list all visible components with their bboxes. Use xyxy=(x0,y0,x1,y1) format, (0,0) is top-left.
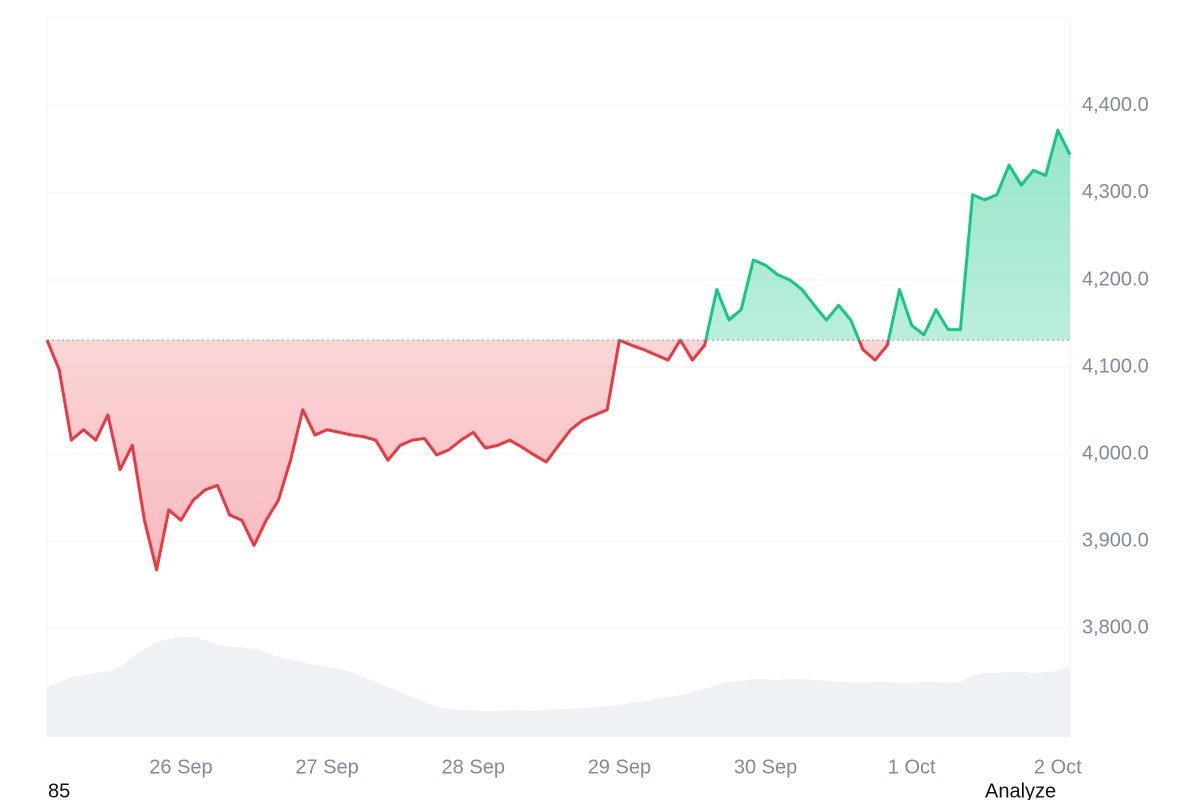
y-tick-label: 4,400.0 xyxy=(1082,94,1149,116)
area-down xyxy=(47,340,889,570)
x-tick-label: 30 Sep xyxy=(734,756,797,778)
x-tick-label: 1 Oct xyxy=(888,756,936,778)
y-tick-label: 4,300.0 xyxy=(1082,181,1149,203)
y-tick-label: 4,100.0 xyxy=(1082,355,1149,377)
volume-area xyxy=(47,637,1070,737)
y-tick-label: 4,000.0 xyxy=(1082,442,1149,464)
x-tick-label: 29 Sep xyxy=(588,756,651,778)
price-line-up xyxy=(46,128,1072,341)
y-tick-label: 3,800.0 xyxy=(1082,616,1149,638)
analyze-button[interactable]: Analyze xyxy=(985,780,1056,800)
area-up xyxy=(47,130,1070,341)
price-line-down xyxy=(45,340,890,572)
y-tick-label: 4,200.0 xyxy=(1082,268,1149,290)
y-tick-label: 3,900.0 xyxy=(1082,529,1149,551)
x-tick-label: 28 Sep xyxy=(442,756,505,778)
x-tick-label: 26 Sep xyxy=(149,756,212,778)
footer-left: 85 xyxy=(48,780,70,800)
x-tick-label: 27 Sep xyxy=(295,756,358,778)
x-tick-label: 2 Oct xyxy=(1034,756,1082,778)
